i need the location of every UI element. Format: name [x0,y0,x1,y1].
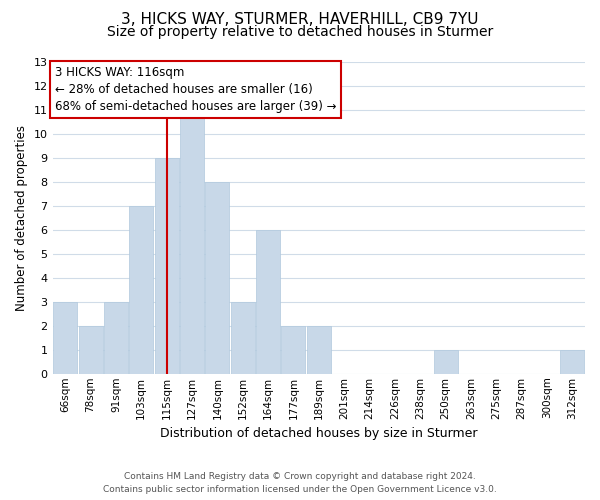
Bar [256,230,280,374]
Bar [53,302,77,374]
Bar [205,182,229,374]
Bar [104,302,128,374]
Text: Contains HM Land Registry data © Crown copyright and database right 2024.
Contai: Contains HM Land Registry data © Crown c… [103,472,497,494]
Bar [281,326,305,374]
Bar [155,158,179,374]
Bar [230,302,255,374]
Bar [560,350,584,374]
Text: 3 HICKS WAY: 116sqm
← 28% of detached houses are smaller (16)
68% of semi-detach: 3 HICKS WAY: 116sqm ← 28% of detached ho… [55,66,337,113]
Bar [79,326,103,374]
Bar [129,206,154,374]
Bar [307,326,331,374]
X-axis label: Distribution of detached houses by size in Sturmer: Distribution of detached houses by size … [160,427,478,440]
Text: Size of property relative to detached houses in Sturmer: Size of property relative to detached ho… [107,25,493,39]
Y-axis label: Number of detached properties: Number of detached properties [15,124,28,310]
Text: 3, HICKS WAY, STURMER, HAVERHILL, CB9 7YU: 3, HICKS WAY, STURMER, HAVERHILL, CB9 7Y… [121,12,479,28]
Bar [434,350,458,374]
Bar [180,110,204,374]
